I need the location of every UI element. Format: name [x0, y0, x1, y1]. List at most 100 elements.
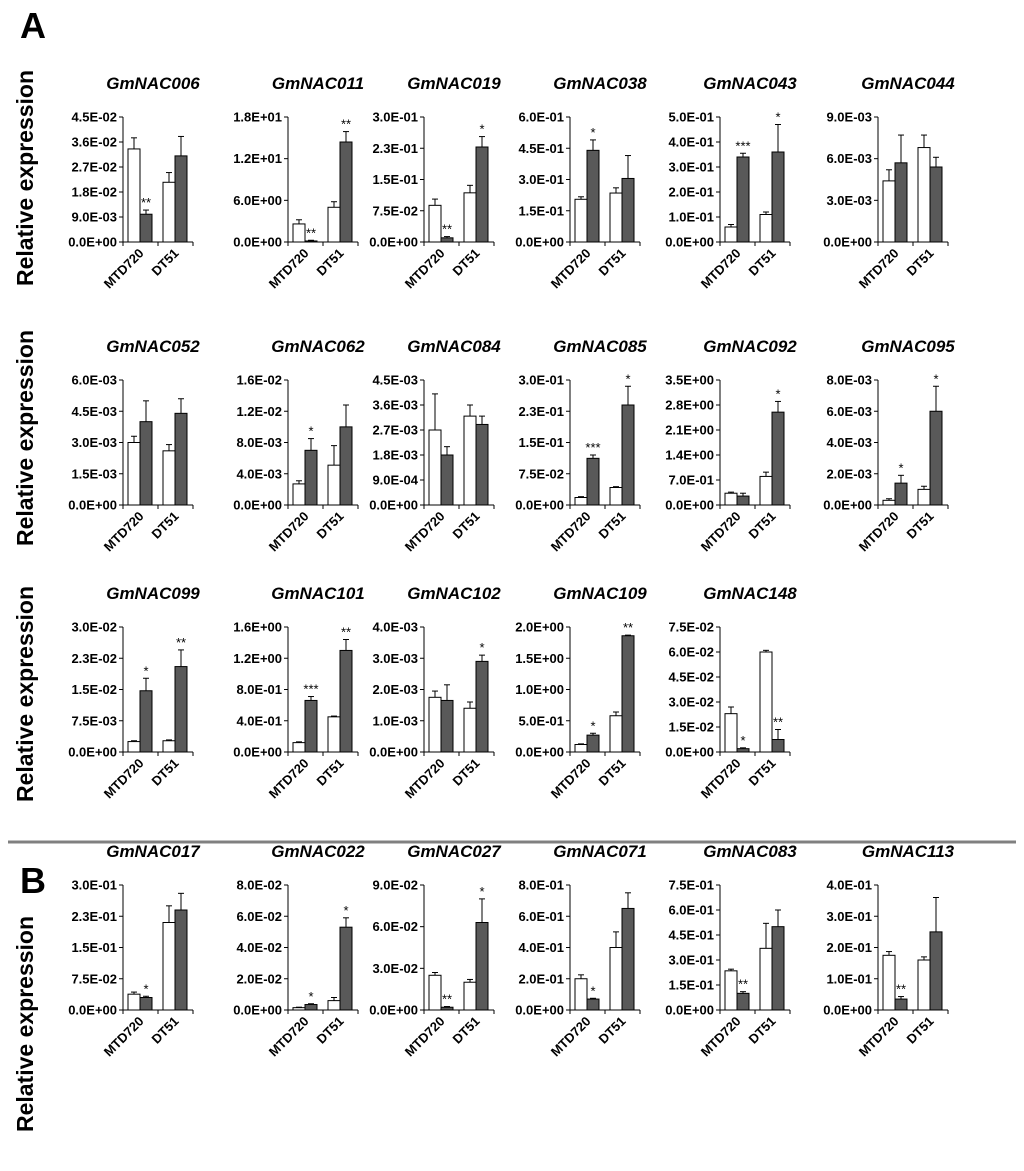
- y-tick-label: 0.0E+00: [68, 745, 117, 760]
- bar-mtd720-filled: [894, 162, 908, 243]
- y-tick-label: 6.0E-02: [668, 645, 714, 660]
- bar-mtd720-open: [292, 742, 306, 753]
- y-tick-label: 1.5E-01: [518, 435, 564, 450]
- row1-y-axis-label: Relative expression: [12, 70, 38, 286]
- chart-title: GmNAC006: [106, 74, 200, 93]
- y-tick-label: 0.0E+00: [369, 1003, 418, 1018]
- chart-gmnac052: GmNAC052 0.0E+00 1.5E-03 3.0E-03 4.5E-03 6.0E…: [68, 337, 200, 554]
- bar-dt51-filled: [475, 922, 489, 1011]
- category-label: MTD720: [548, 246, 594, 292]
- significance-mark: **: [341, 625, 351, 640]
- bar-mtd720-filled: [736, 992, 750, 1011]
- y-tick-label: 6.0E+00: [233, 193, 282, 208]
- y-tick-label: 1.6E+00: [233, 620, 282, 635]
- bar-dt51-filled: [621, 177, 635, 243]
- bar-mtd720-open: [574, 744, 588, 753]
- significance-mark: *: [590, 125, 595, 140]
- y-tick-label: 0.0E+00: [233, 1003, 282, 1018]
- bar-dt51-filled: [174, 412, 188, 506]
- chart-title: GmNAC019: [407, 74, 501, 93]
- y-tick-label: 4.0E-01: [518, 940, 564, 955]
- y-tick-label: 4.0E-03: [236, 466, 282, 481]
- y-tick-label: 6.0E-01: [518, 909, 564, 924]
- panel-b-y-axis-label: Relative expression: [12, 916, 38, 1132]
- bar-dt51-filled: [929, 410, 943, 506]
- category-label: DT51: [596, 246, 629, 279]
- category-label: MTD720: [548, 1014, 594, 1060]
- y-tick-label: 1.8E+01: [233, 110, 282, 125]
- bar-mtd720-open: [428, 429, 442, 506]
- y-tick-label: 0.0E+00: [823, 1003, 872, 1018]
- y-tick-label: 1.5E-03: [71, 466, 117, 481]
- y-tick-label: 4.5E-03: [71, 404, 117, 419]
- y-tick-label: 0.0E+00: [68, 235, 117, 250]
- y-tick-label: 3.0E-01: [518, 373, 564, 388]
- bar-mtd720-filled: [894, 998, 908, 1011]
- y-tick-label: 4.0E-03: [826, 435, 872, 450]
- bar-mtd720-open: [292, 1007, 306, 1011]
- bar-dt51-open: [327, 206, 341, 243]
- y-tick-label: 2.3E-01: [71, 909, 117, 924]
- y-tick-label: 2.3E-02: [71, 651, 117, 666]
- y-tick-label: 1.2E+01: [233, 151, 282, 166]
- bar-mtd720-filled: [586, 457, 600, 506]
- bar-dt51-open: [759, 475, 773, 506]
- y-tick-label: 0.0E+00: [369, 498, 418, 513]
- y-tick-label: 8.0E-03: [826, 373, 872, 388]
- y-tick-label: 1.5E-02: [71, 682, 117, 697]
- bar-mtd720-filled: [894, 482, 908, 506]
- y-tick-label: 2.7E-03: [372, 423, 418, 438]
- category-label: MTD720: [101, 1014, 147, 1060]
- y-tick-label: 6.0E-02: [236, 909, 282, 924]
- y-tick-label: 1.2E+00: [233, 651, 282, 666]
- significance-mark: **: [341, 117, 351, 132]
- bar-mtd720-filled: [440, 699, 454, 753]
- category-label: MTD720: [101, 756, 147, 802]
- bar-mtd720-open: [292, 483, 306, 506]
- chart-title: GmNAC113: [862, 842, 955, 861]
- bar-dt51-open: [327, 716, 341, 753]
- bar-dt51-filled: [339, 141, 353, 243]
- chart-title: GmNAC027: [407, 842, 502, 861]
- y-tick-label: 2.7E-02: [71, 160, 117, 175]
- category-label: DT51: [746, 1014, 779, 1047]
- bar-dt51-filled: [174, 155, 188, 243]
- bar-mtd720-open: [724, 226, 738, 243]
- y-tick-label: 6.0E-03: [826, 151, 872, 166]
- y-tick-label: 0.0E+00: [515, 235, 564, 250]
- bar-dt51-open: [327, 1000, 341, 1011]
- chart-gmnac011: GmNAC011 0.0E+00 6.0E+00 1.2E+01 1.8E+01 ** MT…: [233, 74, 364, 291]
- category-label: MTD720: [698, 509, 744, 555]
- category-label: DT51: [904, 246, 937, 279]
- chart-title: GmNAC092: [703, 337, 797, 356]
- chart-title: GmNAC038: [553, 74, 647, 93]
- y-tick-label: 3.6E-02: [71, 135, 117, 150]
- chart-gmnac084: GmNAC084 0.0E+00 9.0E-04 1.8E-03 2.7E-03 3.6E…: [369, 337, 501, 554]
- significance-mark: **: [176, 635, 186, 650]
- y-tick-label: 8.0E-03: [236, 435, 282, 450]
- bar-mtd720-open: [882, 180, 896, 243]
- category-label: DT51: [149, 1014, 182, 1047]
- category-label: MTD720: [402, 756, 448, 802]
- bar-dt51-open: [759, 947, 773, 1011]
- significance-mark: **: [738, 977, 748, 992]
- y-tick-label: 2.0E-02: [236, 971, 282, 986]
- y-tick-label: 0.0E+00: [515, 1003, 564, 1018]
- y-tick-label: 9.0E-03: [826, 110, 872, 125]
- y-tick-label: 6.0E-03: [71, 373, 117, 388]
- chart-title: GmNAC062: [271, 337, 365, 356]
- category-label: DT51: [904, 509, 937, 542]
- y-tick-label: 7.0E-01: [668, 473, 714, 488]
- y-tick-label: 4.0E-01: [668, 135, 714, 150]
- category-label: MTD720: [402, 509, 448, 555]
- chart-gmnac102: GmNAC102 0.0E+00 1.0E-03 2.0E-03 3.0E-03 4.0E…: [369, 584, 501, 801]
- y-tick-label: 1.5E-01: [71, 940, 117, 955]
- y-tick-label: 1.2E-02: [236, 404, 282, 419]
- bar-dt51-open: [162, 922, 176, 1011]
- significance-mark: *: [898, 460, 903, 475]
- y-tick-label: 4.0E-01: [236, 713, 282, 728]
- bar-dt51-filled: [771, 151, 785, 243]
- chart-gmnac071: GmNAC071 0.0E+00 2.0E-01 4.0E-01 6.0E-01 8.0E…: [515, 842, 647, 1059]
- bar-dt51-filled: [174, 666, 188, 753]
- bar-mtd720-filled: [736, 156, 750, 243]
